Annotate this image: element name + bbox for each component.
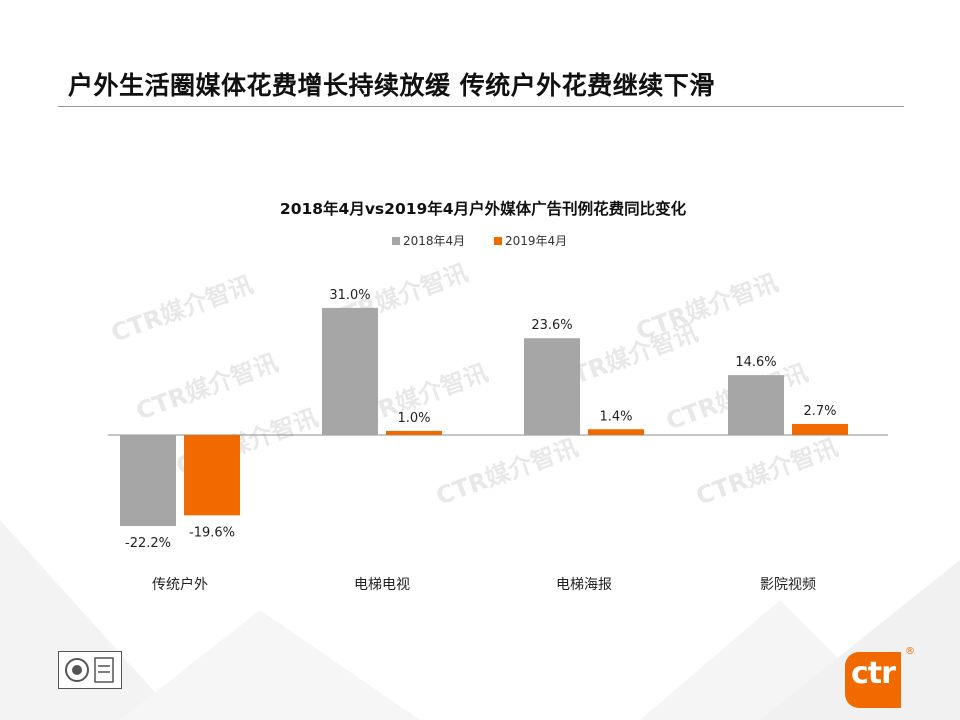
data-label: -19.6%: [189, 525, 235, 540]
legend-swatch: [494, 237, 502, 245]
page-title: 户外生活圈媒体花费增长持续放缓 传统户外花费继续下滑: [68, 71, 715, 100]
bar: [386, 430, 442, 435]
bar: [728, 375, 784, 435]
data-labels: -22.2% -19.6% 31.0% 1.0% 23.6% 1.4% 14.6% 2.7%: [125, 288, 837, 551]
title-divider: [58, 106, 904, 107]
chart-title: 2018年4月vs2019年4月户外媒体广告刊例花费同比变化: [280, 199, 687, 218]
watermark-text: CTR媒介智讯: [432, 434, 581, 511]
category-label: 传统户外: [152, 576, 208, 593]
data-label: 1.4%: [599, 409, 632, 424]
bar: [588, 429, 644, 435]
category-label: 电梯电视: [354, 577, 410, 593]
bar: [120, 435, 176, 527]
legend: 2018年4月 2019年4月: [392, 234, 567, 248]
bar: [322, 307, 378, 435]
legend-label: 2018年4月: [403, 234, 465, 248]
data-label: 23.6%: [531, 318, 572, 333]
watermark-text: CTR媒介智讯: [107, 271, 256, 348]
data-label: 1.0%: [397, 411, 430, 426]
data-label: 2.7%: [803, 404, 836, 419]
legend-swatch: [392, 237, 400, 245]
watermark-text: CTR媒介智讯: [692, 434, 841, 511]
bar: [792, 423, 848, 435]
data-label: -22.2%: [125, 536, 171, 551]
data-label: 31.0%: [329, 288, 370, 303]
certification-badge: [58, 651, 122, 689]
registered-mark: ®: [905, 646, 915, 657]
data-label: 14.6%: [735, 355, 776, 370]
watermark-text: CTR媒介智讯: [132, 349, 281, 426]
legend-label: 2019年4月: [505, 234, 567, 248]
category-label: 影院视频: [760, 577, 816, 593]
bar: [184, 435, 240, 516]
bars: [120, 307, 848, 527]
ctr-logo: [845, 652, 901, 708]
category-labels: 传统户外 电梯电视 电梯海报 影院视频: [152, 576, 816, 593]
category-label: 电梯海报: [556, 577, 612, 593]
bar: [524, 338, 580, 435]
ctr-logo-text: ctr: [851, 656, 896, 691]
